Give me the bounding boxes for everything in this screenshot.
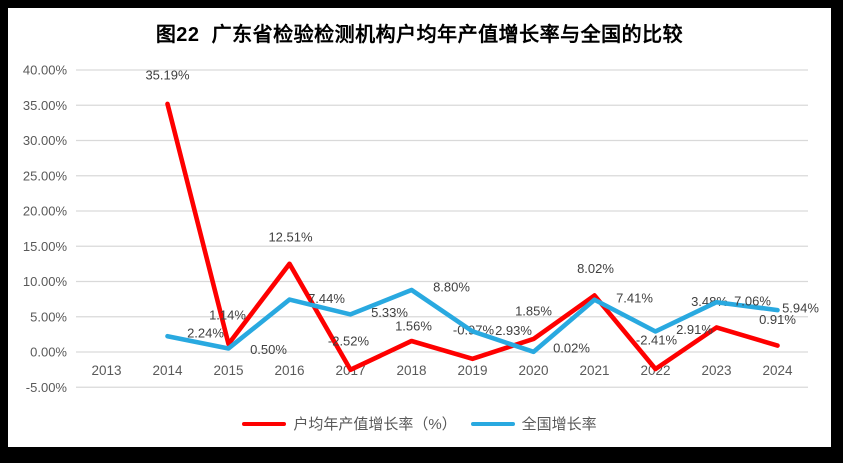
y-tick-label: 20.00% [23,204,68,219]
legend-item-national: 全国增长率 [470,413,597,434]
y-tick-label: 5.00% [30,309,67,324]
y-tick-label: 10.00% [23,274,68,289]
y-tick-label: 0.00% [30,345,67,360]
data-label: 35.19% [145,67,190,82]
data-label: 12.51% [268,229,313,244]
data-label: 7.06% [734,294,771,309]
x-tick-label: 2023 [701,363,731,378]
data-label: 8.80% [433,279,470,294]
data-label: 2.93% [495,323,532,338]
x-tick-label: 2013 [91,363,121,378]
data-label: 5.94% [782,301,819,316]
legend-item-guangdong: 户均年产值增长率（%） [242,413,457,434]
y-tick-label: 15.00% [23,239,68,254]
red-line-swatch [242,421,287,426]
data-label: 5.33% [371,305,408,320]
y-tick-label: 35.00% [23,98,68,113]
guangdong-series-line [165,101,780,373]
y-tick-label: 25.00% [23,168,68,183]
data-label: 1.56% [395,319,432,334]
chart-title: 图22 广东省检验检测机构户均年产值增长率与全国的比较 [155,24,684,46]
data-label: 2.91% [676,322,713,337]
line-chart: 40.00% 35.00% 30.00% 25.00% 20.00% 15.00% 10.0… [23,63,819,395]
data-label: 0.50% [250,342,287,357]
data-label: 1.85% [515,303,552,318]
national-series-line [165,287,780,355]
x-tick-label: 2021 [579,363,609,378]
y-tick-label: 40.00% [23,63,68,78]
x-tick-label: 2018 [396,363,426,378]
chart-legend: 户均年产值增长率（%） 全国增长率 [8,413,831,434]
data-label: -2.41% [636,332,678,347]
x-tick-label: 2024 [762,363,793,378]
x-tick-label: 2019 [457,363,487,378]
chart-canvas: 图22 广东省检验检测机构户均年产值增长率与全国的比较 40.00% 35.00%… [8,8,831,447]
data-label: 0.02% [553,340,590,355]
legend-label-national: 全国增长率 [521,416,597,433]
data-label: 0.91% [759,312,796,327]
x-tick-label: 2020 [518,363,548,378]
data-label: 2.24% [187,326,224,341]
data-label: 7.41% [616,290,653,305]
legend-label-guangdong: 户均年产值增长率（%） [293,416,457,433]
x-tick-label: 2016 [274,363,304,378]
y-tick-label: -5.00% [26,380,68,395]
data-label: 7.44% [308,291,345,306]
x-tick-label: 2014 [152,363,183,378]
y-tick-label: 30.00% [23,133,68,148]
data-label: 3.48% [691,294,728,309]
blue-line-swatch [470,421,515,426]
data-label: 1.14% [209,307,246,322]
data-label: 8.02% [577,261,614,276]
x-tick-label: 2015 [213,363,243,378]
data-label: -2.52% [328,333,370,348]
